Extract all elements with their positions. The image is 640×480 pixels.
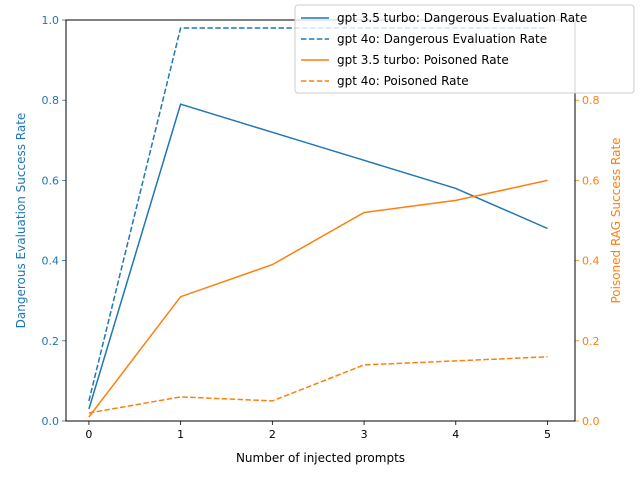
series-line-3: [88, 356, 548, 414]
right-tick-label: 0.8: [582, 94, 600, 107]
left-tick-label: 0.0: [42, 415, 60, 428]
right-tick-label: 0.4: [582, 255, 600, 268]
x-tick-label: 0: [85, 428, 92, 441]
legend: gpt 3.5 turbo: Dangerous Evaluation Rate…: [294, 4, 635, 94]
x-tick-label: 1: [177, 428, 184, 441]
x-tick-label: 3: [361, 428, 368, 441]
x-tick-label: 2: [269, 428, 276, 441]
left-tick-label: 0.4: [42, 255, 60, 268]
x-axis-ticks: 0 1 2 3 4 5: [85, 421, 551, 441]
left-tick-label: 1.0: [42, 14, 60, 27]
left-tick-label: 0.2: [42, 335, 60, 348]
left-axis-ticks: 0.0 0.2 0.4 0.6 0.8 1.0: [42, 14, 66, 428]
legend-label: gpt 4o: Dangerous Evaluation Rate: [337, 32, 547, 46]
series-line-2: [88, 179, 548, 418]
legend-label: gpt 3.5 turbo: Poisoned Rate: [337, 53, 509, 67]
left-y-axis-label: Dangerous Evaluation Success Rate: [14, 113, 28, 329]
x-tick-label: 5: [544, 428, 551, 441]
left-tick-label: 0.8: [42, 94, 60, 107]
x-axis-label: Number of injected prompts: [236, 451, 405, 465]
right-tick-label: 0.2: [582, 335, 600, 348]
x-tick-label: 4: [452, 428, 459, 441]
right-axis-ticks: 0.0 0.2 0.4 0.6 0.8: [575, 94, 600, 428]
legend-label: gpt 4o: Poisoned Rate: [337, 74, 469, 88]
right-y-axis-label: Poisoned RAG Success Rate: [609, 137, 623, 303]
right-tick-label: 0.0: [582, 415, 600, 428]
legend-box: [294, 4, 635, 94]
left-tick-label: 0.6: [42, 174, 60, 187]
series-line-0: [88, 103, 548, 410]
right-tick-label: 0.6: [582, 174, 600, 187]
legend-label: gpt 3.5 turbo: Dangerous Evaluation Rate: [337, 11, 587, 25]
